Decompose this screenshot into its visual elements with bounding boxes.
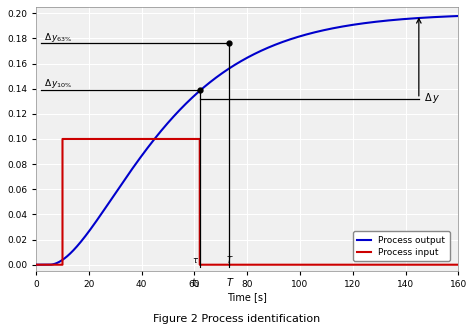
Text: $T$: $T$ — [226, 276, 235, 288]
Text: $t_1$: $t_1$ — [191, 276, 201, 290]
Legend: Process output, Process input: Process output, Process input — [353, 231, 450, 261]
Text: $\tau$: $\tau$ — [192, 256, 200, 266]
X-axis label: Time [s]: Time [s] — [228, 292, 267, 302]
Text: $\Delta\,y_{10\%}$: $\Delta\,y_{10\%}$ — [44, 77, 73, 90]
Text: $T$: $T$ — [226, 254, 234, 266]
Text: Figure 2 Process identification: Figure 2 Process identification — [154, 314, 320, 324]
Text: $\Delta\,y_{63\%}$: $\Delta\,y_{63\%}$ — [44, 31, 73, 44]
Text: $\Delta\,y$: $\Delta\,y$ — [424, 91, 440, 105]
